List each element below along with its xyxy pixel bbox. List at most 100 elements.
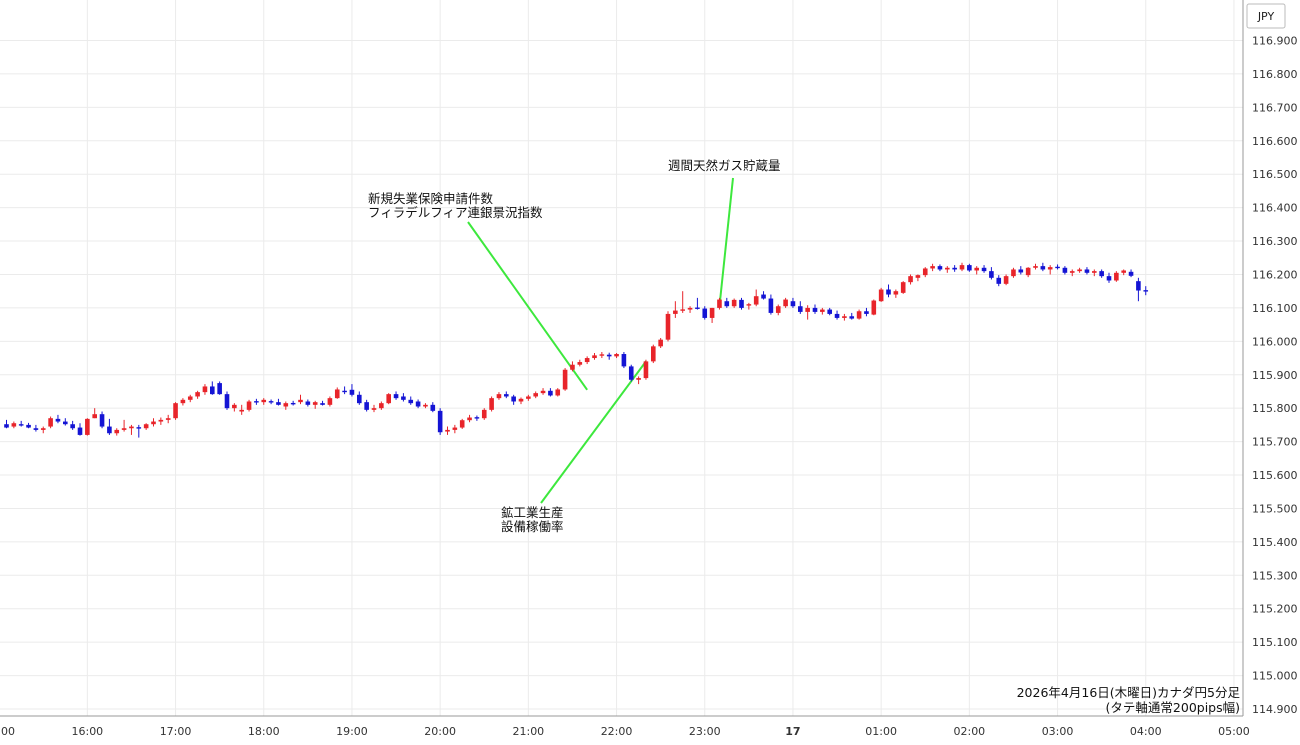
- candle-body: [305, 401, 311, 405]
- y-tick-label: 115.200: [1252, 603, 1298, 616]
- candle: [1025, 267, 1031, 278]
- candle: [753, 289, 759, 307]
- candle: [254, 398, 259, 405]
- candle-body: [842, 316, 847, 318]
- candle: [481, 408, 487, 420]
- candle-body: [63, 421, 68, 425]
- candle: [1003, 274, 1009, 286]
- y-tick-label: 115.700: [1252, 436, 1298, 449]
- candle: [526, 394, 531, 401]
- candle: [930, 263, 935, 272]
- candle: [1121, 269, 1126, 276]
- candle: [283, 401, 289, 410]
- candle: [1114, 271, 1119, 282]
- y-tick-label: 115.800: [1252, 402, 1298, 415]
- candle-body: [386, 394, 391, 404]
- candle-body: [746, 304, 752, 306]
- candle: [305, 399, 311, 407]
- candle: [827, 307, 832, 316]
- x-tick-label: 16:00: [71, 725, 103, 738]
- candle-body: [18, 424, 24, 426]
- candle-body: [952, 267, 957, 270]
- candle: [658, 337, 663, 349]
- candle-body: [996, 277, 1002, 284]
- annotation-text: 週間天然ガス貯蔵量: [668, 158, 781, 173]
- y-axis-ticks: 116.900 116.800 116.700 116.600 116.500 116.4…: [1252, 35, 1298, 717]
- candle: [849, 312, 855, 320]
- candle-body: [459, 420, 465, 428]
- candle: [570, 361, 575, 372]
- candle: [4, 419, 9, 429]
- candle-body: [1047, 267, 1053, 270]
- candle-body: [283, 403, 289, 407]
- candle: [474, 415, 480, 421]
- x-tick-label: 04:00: [1130, 725, 1162, 738]
- candle: [107, 418, 112, 435]
- candle: [1047, 265, 1053, 275]
- candle: [900, 281, 906, 294]
- x-tick-label: 19:00: [336, 725, 368, 738]
- candle-body: [210, 386, 215, 395]
- annotation-text: 設備稼働率: [501, 519, 564, 534]
- candle-body: [886, 289, 891, 295]
- candle: [717, 297, 722, 310]
- candle: [842, 313, 847, 321]
- candle-body: [445, 429, 450, 432]
- candle: [746, 302, 752, 310]
- candle-body: [562, 369, 568, 390]
- candle-body: [1033, 266, 1038, 268]
- candle-body: [452, 427, 458, 430]
- candle: [592, 353, 597, 360]
- candle: [114, 428, 120, 436]
- candle: [908, 274, 913, 285]
- candle-body: [533, 393, 538, 397]
- candle: [673, 301, 678, 318]
- candle: [643, 359, 649, 380]
- candle-body: [371, 408, 377, 410]
- candle-body: [349, 389, 355, 395]
- candle: [364, 399, 369, 412]
- candle: [768, 294, 774, 315]
- candle: [239, 404, 244, 415]
- candle: [709, 307, 715, 323]
- candle-body: [651, 346, 656, 362]
- annotation-line: [540, 360, 647, 504]
- candle-body: [687, 307, 693, 310]
- candle-body: [893, 291, 899, 295]
- candle: [783, 297, 788, 308]
- candle-body: [673, 310, 678, 314]
- footer-subtitle: (タテ軸通常200pips幅): [1106, 700, 1240, 715]
- candle-body: [246, 401, 252, 410]
- x-tick-label: 23:00: [689, 725, 721, 738]
- candle-body: [180, 399, 186, 404]
- candle-body: [48, 418, 53, 427]
- candle: [489, 396, 494, 412]
- candle-body: [592, 355, 597, 359]
- x-tick-label: 01:00: [865, 725, 897, 738]
- candle: [165, 414, 171, 424]
- candle-body: [320, 403, 325, 405]
- candle: [401, 393, 406, 402]
- candle: [423, 403, 428, 409]
- y-tick-label: 116.500: [1252, 168, 1298, 181]
- candle-body: [709, 307, 715, 318]
- x-tick-label: 17:00: [160, 725, 192, 738]
- candle: [562, 368, 568, 391]
- candle: [584, 356, 590, 365]
- candle-body: [739, 299, 744, 308]
- candle: [92, 408, 97, 419]
- candle: [158, 417, 164, 425]
- candle: [1018, 266, 1024, 275]
- candle-body: [151, 421, 156, 425]
- candle: [18, 420, 24, 427]
- candle-body: [599, 354, 605, 356]
- candle: [55, 414, 61, 424]
- candle: [820, 307, 825, 315]
- candle: [371, 404, 377, 413]
- candle: [945, 266, 950, 273]
- candle: [195, 390, 200, 399]
- candle-body: [1069, 271, 1075, 273]
- candle: [952, 265, 957, 272]
